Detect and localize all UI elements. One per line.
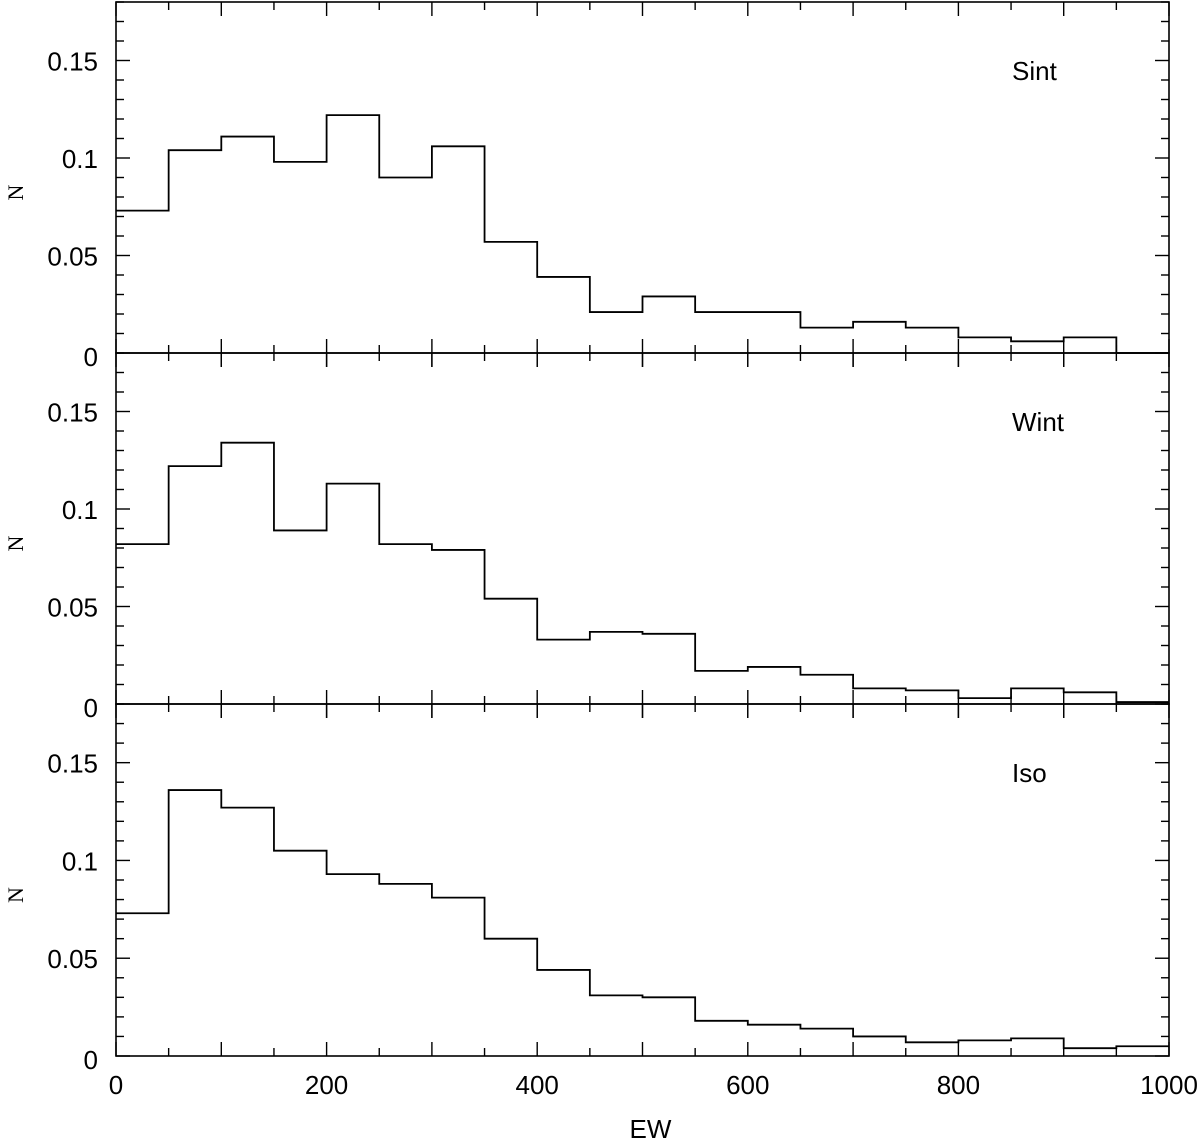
histogram-bin (432, 550, 485, 704)
histogram-bin (537, 640, 590, 704)
x-tick-label: 600 (726, 1070, 769, 1100)
panel-sint: 0 0.05 0.1 0.15 N Sint (3, 1, 1170, 373)
histogram-bin (379, 884, 432, 1056)
histogram-bin (643, 296, 696, 353)
histogram-bin (1011, 1038, 1064, 1056)
histogram-bin (643, 634, 696, 704)
histogram-bin (1116, 1046, 1169, 1056)
x-ticks (115, 704, 1170, 1056)
x-tick-labels: 0 200 400 600 800 1000 (109, 1070, 1198, 1100)
histogram-bin (800, 328, 853, 353)
panel-label: Wint (1012, 407, 1065, 437)
y-tick-labels: 0 0.05 0.1 0.15 (47, 749, 98, 1075)
histogram-bin (695, 671, 748, 704)
histogram-bin (274, 530, 327, 704)
histogram-outline (116, 114, 1169, 354)
y-tick-label: 0.05 (47, 593, 98, 623)
histogram-bin (485, 939, 538, 1056)
histogram-bin (590, 312, 643, 353)
y-axis-label: N (3, 887, 28, 903)
y-tick-label: 0.05 (47, 242, 98, 272)
histogram-bins (116, 115, 1116, 353)
histogram-bin (695, 312, 748, 353)
histogram-bin (1011, 688, 1064, 704)
histogram-bin (432, 146, 485, 353)
histogram-outline (116, 441, 1169, 703)
histogram-bin (327, 874, 380, 1056)
histogram-bin (1064, 337, 1117, 353)
histogram-bin (274, 162, 327, 353)
panel-wint: 0 0.05 0.1 0.15 N Wint (3, 352, 1170, 724)
y-tick-label: 0.1 (62, 144, 98, 174)
panels: 00.050.10.15NSint00.050.10.15NWint00.050… (3, 1, 1198, 1144)
histogram-bin (958, 1040, 1011, 1056)
histogram-bin (485, 242, 538, 353)
panel-label: Iso (1012, 758, 1047, 788)
histogram-bin (853, 1036, 906, 1056)
histogram-bin (116, 913, 169, 1056)
histogram-bin (221, 808, 274, 1056)
histogram-bin (221, 137, 274, 353)
histogram-bin (1011, 341, 1064, 353)
histogram-bin (327, 484, 380, 704)
histogram-bin (485, 599, 538, 704)
histogram-bin (1064, 1048, 1117, 1056)
histogram-bin (800, 1029, 853, 1056)
histogram-bin (748, 312, 801, 353)
histogram-bin (537, 970, 590, 1056)
histogram-outline (116, 789, 1169, 1050)
y-ticks (116, 1, 1169, 354)
y-tick-label: 0 (84, 342, 98, 372)
x-tick-label: 200 (305, 1070, 348, 1100)
histogram-bin (169, 466, 222, 704)
histogram-bin (853, 688, 906, 704)
y-tick-label: 0.15 (47, 398, 98, 428)
plot-frame (115, 703, 1170, 1057)
y-tick-labels: 0 0.05 0.1 0.15 (47, 398, 98, 724)
histogram-bin (695, 1021, 748, 1056)
y-tick-label: 0 (84, 693, 98, 723)
histogram-bin (221, 443, 274, 704)
histogram-bin (748, 667, 801, 704)
x-tick-label: 0 (109, 1070, 123, 1100)
y-axis-label: N (3, 184, 28, 200)
histogram-bin (1064, 692, 1117, 704)
histogram-bin (800, 675, 853, 704)
x-axis-label: EW (630, 1114, 672, 1144)
histogram-bin (116, 211, 169, 353)
y-tick-labels: 0 0.05 0.1 0.15 (47, 47, 98, 373)
histogram-bin (590, 632, 643, 704)
histogram-bin (169, 790, 222, 1056)
x-tick-label: 800 (937, 1070, 980, 1100)
histogram-bin (432, 898, 485, 1056)
histogram-bin (537, 277, 590, 353)
histogram-bin (379, 178, 432, 354)
histogram-bin (327, 115, 380, 353)
panel-label: Sint (1012, 56, 1058, 86)
y-tick-label: 0.15 (47, 749, 98, 779)
histogram-bin (169, 150, 222, 353)
y-tick-label: 0.1 (62, 846, 98, 876)
histogram-bin (590, 995, 643, 1056)
panel-iso: 0 0.05 0.1 0.15 N Iso 0 200 400 600 800 1000 EW (3, 703, 1198, 1144)
y-tick-label: 0.15 (47, 47, 98, 77)
x-tick-label: 400 (516, 1070, 559, 1100)
y-tick-label: 0.1 (62, 495, 98, 525)
y-axis-label: N (3, 535, 28, 551)
histogram-bin (906, 690, 959, 704)
histogram-bin (748, 1025, 801, 1056)
histogram-bin (906, 1042, 959, 1056)
histogram-bin (853, 322, 906, 353)
histogram-bin (379, 544, 432, 704)
histogram-bin (906, 328, 959, 353)
histogram-bin (274, 851, 327, 1056)
y-tick-label: 0 (84, 1045, 98, 1075)
histogram-bin (643, 997, 696, 1056)
y-tick-label: 0.05 (47, 944, 98, 974)
y-ticks (116, 703, 1169, 1057)
histogram-bin (958, 337, 1011, 353)
x-tick-label: 1000 (1140, 1070, 1198, 1100)
